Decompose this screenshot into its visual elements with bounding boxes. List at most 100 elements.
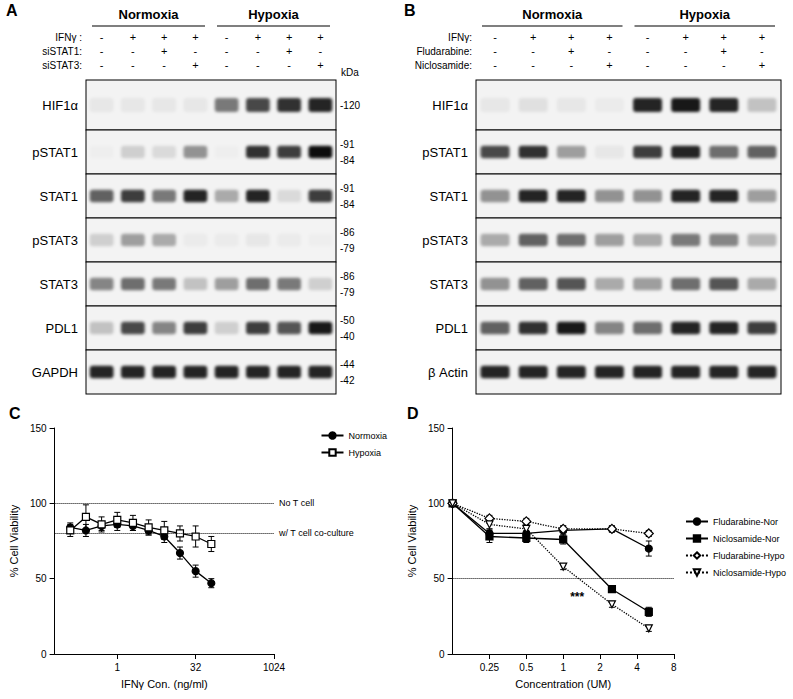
svg-text:0: 0 xyxy=(439,649,445,660)
svg-text:Hypoxia: Hypoxia xyxy=(348,448,381,458)
svg-text:***: *** xyxy=(570,590,584,604)
svg-text:-86: -86 xyxy=(340,227,355,238)
svg-text:+: + xyxy=(606,59,612,71)
svg-text:-: - xyxy=(531,59,535,71)
svg-text:-79: -79 xyxy=(340,287,355,298)
svg-text:Fludarabine-Hypo: Fludarabine-Hypo xyxy=(713,551,785,561)
svg-text:% Cell Viability: % Cell Viability xyxy=(406,504,418,577)
svg-text:A: A xyxy=(6,2,18,19)
svg-text:0.25: 0.25 xyxy=(480,662,500,673)
svg-text:2: 2 xyxy=(597,662,603,673)
svg-text:D: D xyxy=(407,405,419,422)
svg-text:IFNγ :: IFNγ : xyxy=(55,32,82,43)
svg-text:1: 1 xyxy=(114,662,120,673)
svg-text:siSTAT1:: siSTAT1: xyxy=(42,46,82,57)
svg-text:+: + xyxy=(192,59,198,71)
svg-text:pSTAT3: pSTAT3 xyxy=(422,233,468,248)
svg-text:Normoxia: Normoxia xyxy=(119,7,180,22)
svg-text:4: 4 xyxy=(634,662,640,673)
svg-text:pSTAT1: pSTAT1 xyxy=(32,145,78,160)
svg-text:STAT3: STAT3 xyxy=(429,277,468,292)
svg-text:Fludarabine-Nor: Fludarabine-Nor xyxy=(713,517,778,527)
svg-text:IFNγ Con. (ng/ml): IFNγ Con. (ng/ml) xyxy=(121,678,208,690)
svg-text:150: 150 xyxy=(428,423,445,434)
svg-text:+: + xyxy=(759,59,765,71)
svg-text:Normoxia: Normoxia xyxy=(522,7,583,22)
svg-text:-: - xyxy=(646,59,650,71)
svg-text:w/ T cell co-culture: w/ T cell co-culture xyxy=(278,528,354,538)
svg-text:+: + xyxy=(721,31,727,43)
svg-text:+: + xyxy=(682,31,688,43)
svg-text:+: + xyxy=(192,31,198,43)
svg-text:-: - xyxy=(194,45,198,57)
svg-text:100: 100 xyxy=(428,498,445,509)
svg-text:Normoxia: Normoxia xyxy=(348,431,387,441)
svg-text:Fludarabine:: Fludarabine: xyxy=(416,46,472,57)
svg-text:-50: -50 xyxy=(340,315,355,326)
svg-text:pSTAT3: pSTAT3 xyxy=(32,233,78,248)
svg-text:+: + xyxy=(317,31,323,43)
svg-text:STAT1: STAT1 xyxy=(429,189,468,204)
svg-text:-84: -84 xyxy=(340,155,355,166)
svg-text:-91: -91 xyxy=(340,183,355,194)
svg-text:No T cell: No T cell xyxy=(279,498,314,508)
svg-text:PDL1: PDL1 xyxy=(45,321,78,336)
svg-text:siSTAT3:: siSTAT3: xyxy=(42,60,82,71)
svg-text:β Actin: β Actin xyxy=(428,365,468,380)
svg-text:+: + xyxy=(568,31,574,43)
svg-text:0: 0 xyxy=(41,649,47,660)
svg-text:STAT3: STAT3 xyxy=(39,277,78,292)
svg-text:-: - xyxy=(131,45,135,57)
svg-text:-: - xyxy=(256,45,260,57)
svg-text:+: + xyxy=(130,31,136,43)
svg-text:+: + xyxy=(721,45,727,57)
svg-text:-: - xyxy=(131,59,135,71)
svg-text:Niclosamide-Hypo: Niclosamide-Hypo xyxy=(713,568,786,578)
svg-text:-: - xyxy=(684,45,688,57)
svg-text:-: - xyxy=(722,59,726,71)
svg-text:HIF1α: HIF1α xyxy=(42,98,78,113)
svg-text:+: + xyxy=(286,31,292,43)
svg-text:-: - xyxy=(608,45,612,57)
svg-text:-: - xyxy=(646,45,650,57)
svg-text:STAT1: STAT1 xyxy=(39,189,78,204)
svg-text:-: - xyxy=(287,59,291,71)
svg-text:100: 100 xyxy=(30,498,47,509)
svg-text:IFNγ:: IFNγ: xyxy=(448,32,472,43)
svg-text:+: + xyxy=(606,31,612,43)
svg-text:-: - xyxy=(760,45,764,57)
svg-text:HIF1α: HIF1α xyxy=(432,98,468,113)
svg-text:-: - xyxy=(100,45,104,57)
svg-text:+: + xyxy=(759,31,765,43)
svg-text:% Cell Viability: % Cell Viability xyxy=(8,504,20,577)
svg-text:-: - xyxy=(646,31,650,43)
svg-text:-: - xyxy=(256,59,260,71)
svg-text:-79: -79 xyxy=(340,243,355,254)
svg-text:-: - xyxy=(493,31,497,43)
svg-text:-44: -44 xyxy=(340,359,355,370)
svg-text:GAPDH: GAPDH xyxy=(32,365,78,380)
svg-text:Niclosamide:: Niclosamide: xyxy=(415,60,472,71)
svg-text:-: - xyxy=(684,59,688,71)
svg-text:+: + xyxy=(317,59,323,71)
svg-text:-: - xyxy=(100,31,104,43)
svg-text:-: - xyxy=(225,31,229,43)
svg-text:-84: -84 xyxy=(340,199,355,210)
svg-text:Niclosamide-Nor: Niclosamide-Nor xyxy=(713,534,780,544)
svg-text:+: + xyxy=(530,31,536,43)
svg-text:+: + xyxy=(286,45,292,57)
svg-text:-40: -40 xyxy=(340,331,355,342)
svg-text:-: - xyxy=(162,59,166,71)
svg-text:-: - xyxy=(100,59,104,71)
svg-text:0.5: 0.5 xyxy=(519,662,533,673)
svg-text:+: + xyxy=(161,45,167,57)
svg-text:1: 1 xyxy=(560,662,566,673)
svg-text:150: 150 xyxy=(30,423,47,434)
svg-text:-86: -86 xyxy=(340,271,355,282)
svg-text:-: - xyxy=(319,45,323,57)
svg-text:-: - xyxy=(531,45,535,57)
svg-text:Concentration (UM): Concentration (UM) xyxy=(515,678,611,690)
svg-text:pSTAT1: pSTAT1 xyxy=(422,145,468,160)
svg-text:-: - xyxy=(493,45,497,57)
svg-text:kDa: kDa xyxy=(341,67,359,78)
